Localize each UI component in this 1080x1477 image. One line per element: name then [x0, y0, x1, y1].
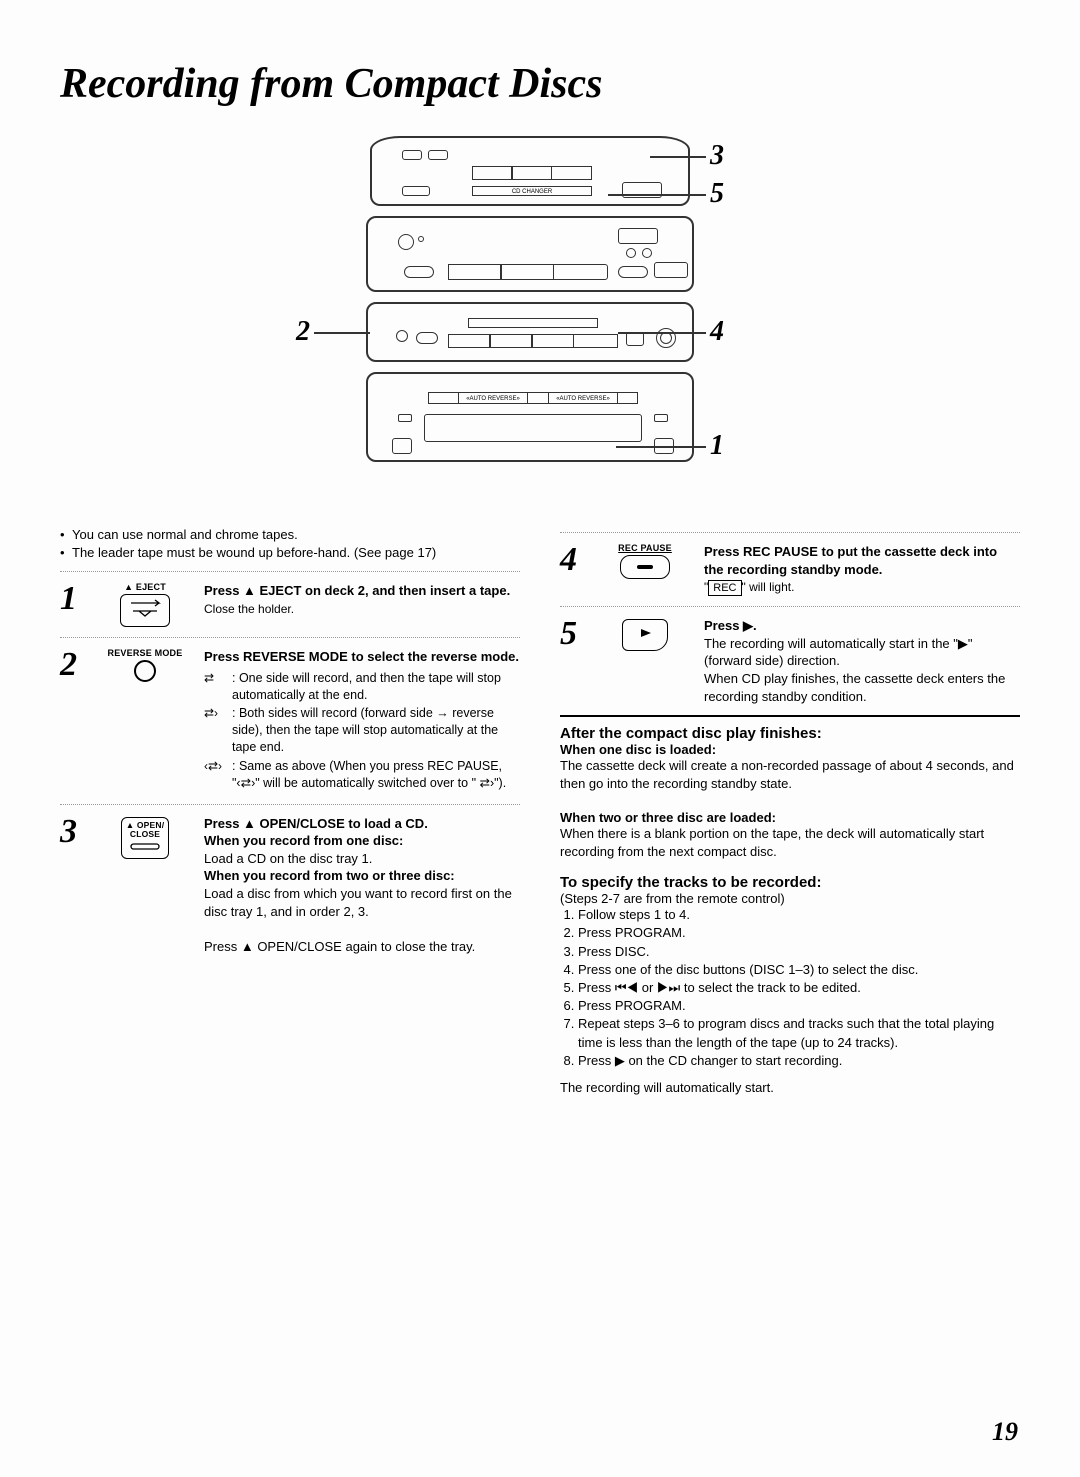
list-item: Press PROGRAM.	[578, 924, 1020, 942]
step-number: 2	[60, 648, 86, 794]
list-item: Press ▶ on the CD changer to start recor…	[578, 1052, 1020, 1070]
step-number: 4	[560, 543, 586, 596]
eject-label: ▲ EJECT	[100, 582, 190, 592]
right-column: 4 REC PAUSE Press REC PAUSE to put the c…	[560, 526, 1020, 1095]
list-item: Follow steps 1 to 4.	[578, 906, 1020, 924]
play-button-icon	[622, 619, 668, 651]
step-sub: Close the holder.	[204, 602, 294, 616]
rec-indicator: REC	[708, 580, 741, 597]
page-title: Recording from Compact Discs	[60, 60, 1020, 108]
manual-page: Recording from Compact Discs CD CHANGER	[0, 0, 1080, 1477]
list-item: Press DISC.	[578, 943, 1020, 961]
callout-1: 1	[710, 430, 724, 462]
callout-2: 2	[296, 316, 310, 348]
step-head: Press ▶.	[704, 618, 757, 633]
step-head: Press ▲ OPEN/CLOSE to load a CD.	[204, 816, 428, 831]
tracks-heading: To specify the tracks to be recorded:	[560, 874, 1020, 891]
step-head: Press REVERSE MODE to select the reverse…	[204, 649, 519, 664]
note-item: The leader tape must be wound up before-…	[60, 544, 520, 562]
reverse-mode-label: REVERSE MODE	[100, 648, 190, 658]
callout-5: 5	[710, 178, 724, 210]
list-item: Repeat steps 3–6 to program discs and tr…	[578, 1015, 1020, 1051]
system-diagram: CD CHANGER	[60, 136, 1020, 496]
list-item: Press one of the disc buttons (DISC 1–3)…	[578, 961, 1020, 979]
step-head: Press ▲ EJECT on deck 2, and then insert…	[204, 583, 510, 598]
eject-icon	[120, 594, 170, 627]
step-4: 4 REC PAUSE Press REC PAUSE to put the c…	[560, 543, 1020, 596]
open-close-label: ▲ OPEN/ CLOSE	[126, 821, 165, 839]
step-number: 3	[60, 815, 86, 955]
after-heading: After the compact disc play finishes:	[560, 725, 1020, 742]
tray-icon	[127, 843, 163, 851]
tracks-steps: Follow steps 1 to 4. Press PROGRAM. Pres…	[560, 906, 1020, 1070]
list-item: Press ⏮◀ or ▶⏭ to select the track to be…	[578, 979, 1020, 997]
page-number: 19	[992, 1417, 1018, 1447]
step-head: Press REC PAUSE to put the cassette deck…	[704, 544, 997, 577]
callout-3: 3	[710, 140, 724, 172]
step-5: 5 Press ▶. The recording will automatica…	[560, 617, 1020, 705]
step-number: 5	[560, 617, 586, 705]
list-item: Press PROGRAM.	[578, 997, 1020, 1015]
rec-pause-icon	[620, 555, 670, 579]
step-number: 1	[60, 582, 86, 627]
note-item: You can use normal and chrome tapes.	[60, 526, 520, 544]
rec-pause-label: REC PAUSE	[600, 543, 690, 553]
circle-icon	[134, 660, 156, 682]
callout-4: 4	[710, 316, 724, 348]
step-3: 3 ▲ OPEN/ CLOSE Press ▲ OPEN/CLOSE to lo…	[60, 815, 520, 955]
left-column: You can use normal and chrome tapes. The…	[60, 526, 520, 1095]
step-2: 2 REVERSE MODE Press REVERSE MODE to sel…	[60, 648, 520, 794]
notes-list: You can use normal and chrome tapes. The…	[60, 526, 520, 561]
step-1: 1 ▲ EJECT Press ▲ EJECT on deck 2, and t…	[60, 582, 520, 627]
